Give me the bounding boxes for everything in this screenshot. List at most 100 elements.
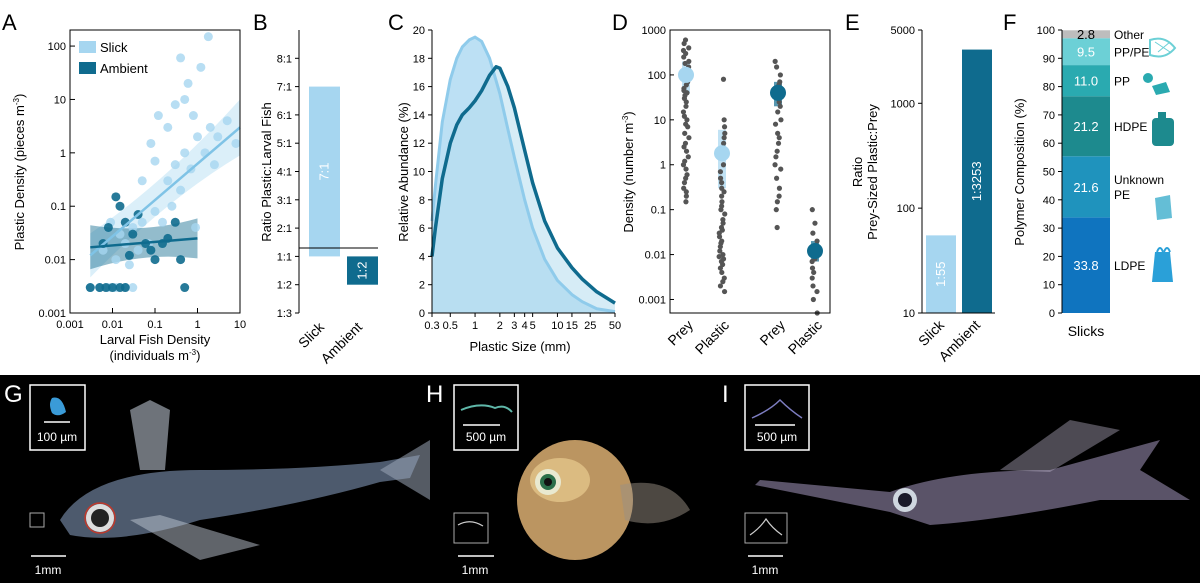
data-point (683, 166, 689, 172)
plastic-bag-icon (1152, 247, 1173, 282)
x-tick-label: Slick (295, 318, 328, 351)
x-tick-label: 0.01 (102, 319, 123, 331)
data-point (809, 265, 816, 271)
x-tick-label: 50 (609, 320, 621, 332)
bar-label: 1:55 (933, 262, 948, 287)
segment-value: 21.2 (1073, 119, 1098, 134)
inset-frame-i (744, 384, 810, 451)
x-tick-label: Prey (756, 317, 788, 349)
data-point (775, 140, 782, 146)
y-tick-label: 16 (413, 82, 425, 94)
x-tick-label-slicks: Slicks (1068, 323, 1105, 339)
y-tick-label: 1 (660, 160, 666, 172)
y-tick-label: 30 (1043, 223, 1055, 235)
data-point (775, 109, 781, 115)
data-point-ambient (95, 283, 105, 293)
x-tick-label: Plastic (692, 317, 732, 357)
y-tick-label: 1000 (642, 25, 666, 37)
x-tick-label: 15 (566, 320, 578, 332)
data-point-slick (191, 222, 201, 232)
bar-ambient (962, 49, 992, 313)
scale-label-h: 1mm (462, 563, 489, 577)
data-point (773, 64, 780, 70)
x-tick-label: 0.1 (147, 319, 162, 331)
legend-swatch-slick (79, 41, 96, 53)
y-tick-label: 10 (903, 308, 915, 320)
bars: 1:55 1:3253 (926, 49, 992, 313)
data-point-slick (180, 148, 190, 158)
data-point-slick (193, 132, 202, 142)
y-tick-label: 0 (419, 308, 425, 320)
inset-scale-label-g: 100 µm (37, 430, 77, 444)
data-point-ambient (128, 229, 138, 239)
panel-h: H 500 µm 1mm (426, 381, 690, 577)
data-point-slick (196, 62, 206, 72)
fit-line-slick (89, 126, 241, 257)
segment-ldpe (1062, 217, 1110, 313)
y-ticks: 8:1 7:1 6:1 5:1 4:1 3:1 2:1 1:1 1:2 1:3 (277, 53, 299, 320)
inset-frame-g (29, 384, 86, 451)
y-tick-label: 5:1 (277, 138, 292, 150)
y-tick-label: 2 (419, 280, 425, 292)
x-tick-label: 10 (234, 319, 246, 331)
y-tick-label: 1000 (891, 98, 915, 110)
data-point-slick (128, 222, 138, 232)
y-ticks: 1000 100 10 1 0.1 0.01 0.001 (638, 25, 674, 306)
y-axis-label-f: Polymer Composition (%) (1012, 98, 1027, 245)
data-point (720, 256, 727, 262)
data-point-ambient (120, 283, 130, 293)
data-point (812, 220, 818, 226)
data-point (814, 288, 820, 295)
y-tick-label: 0.1 (651, 205, 666, 217)
data-point (773, 207, 779, 213)
data-point (683, 121, 689, 127)
data-point (719, 199, 725, 205)
x-ticks: 0.001 0.01 0.1 1 10 (56, 308, 246, 331)
segment-unknown-pe (1062, 156, 1110, 218)
curve-slick (430, 35, 616, 314)
data-point-slick (170, 100, 180, 110)
data-point (721, 117, 727, 123)
data-point-ambient (111, 192, 121, 202)
y-tick-label: 100 (48, 41, 66, 53)
data-point-slick (188, 111, 198, 121)
data-point (681, 185, 687, 191)
data-point (719, 180, 725, 186)
data-point (720, 140, 727, 146)
y-tick-label: 5000 (891, 25, 915, 37)
data-point-slick (203, 32, 213, 42)
segment-name: Other (1114, 28, 1144, 42)
x-axis-label-a2: (individuals m-3) (110, 348, 201, 363)
data-point-slick (150, 206, 160, 216)
y-ticks: 0 2 4 6 8 10 12 14 16 18 20 (413, 25, 432, 320)
data-point (683, 148, 690, 154)
y-tick-label: 10 (54, 94, 66, 106)
data-point (774, 199, 780, 205)
y-ticks: 5000 1000 100 10 (891, 25, 922, 320)
data-point (681, 144, 687, 150)
data-point-ambient (150, 255, 160, 265)
y-tick-label: 0.001 (38, 308, 66, 320)
y-tick-label: 18 (413, 53, 425, 65)
y-tick-label: 10 (413, 167, 425, 179)
x-tick-label: 10 (551, 320, 563, 332)
y-tick-label: 100 (1037, 25, 1055, 37)
data-point (720, 162, 727, 168)
data-point (685, 154, 691, 160)
y-ticks: 0 10 20 30 40 50 60 70 80 90 100 (1037, 25, 1062, 320)
data-point (774, 175, 780, 181)
data-point (778, 166, 784, 172)
data-point (721, 135, 727, 141)
y-tick-label: 6 (419, 223, 425, 235)
data-point-ambient (124, 250, 134, 260)
scale-label-i: 1mm (752, 563, 779, 577)
data-point (810, 230, 816, 236)
y-tick-label: 10 (1043, 280, 1055, 292)
y-tick-label: 14 (413, 110, 425, 122)
data-point (682, 60, 688, 67)
data-point-slick (170, 160, 180, 170)
data-point-ambient (146, 245, 156, 255)
